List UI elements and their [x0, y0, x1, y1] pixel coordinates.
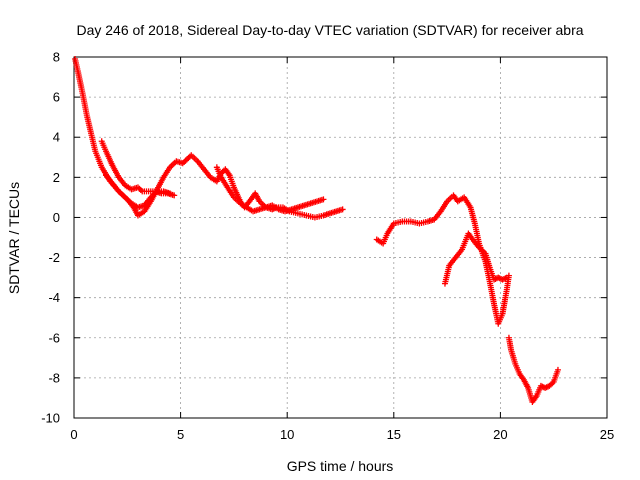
- y-tick-label: 2: [53, 170, 60, 185]
- y-tick-label: -10: [41, 411, 60, 426]
- y-tick-label: 6: [53, 90, 60, 105]
- x-tick-label: 20: [493, 427, 507, 442]
- chart-title: Day 246 of 2018, Sidereal Day-to-day VTE…: [76, 22, 583, 38]
- grid: [74, 57, 607, 418]
- series-track-6: [441, 230, 510, 287]
- x-tick-label: 15: [387, 427, 401, 442]
- series-track-7: [505, 334, 561, 405]
- x-tick-label: 0: [70, 427, 77, 442]
- y-tick-label: -8: [48, 370, 60, 385]
- y-tick-label: -4: [48, 290, 60, 305]
- data-point: [320, 196, 327, 203]
- series-track-1: [72, 56, 346, 221]
- data-point: [503, 274, 510, 281]
- y-axis-label: SDTVAR / TECUs: [6, 182, 22, 294]
- axis-ticks: 0 5 10 15 20 25 -10 -8 -6 -4 -2 0 2 4 6 8: [41, 50, 614, 443]
- series-track-3: [102, 172, 173, 211]
- x-axis-label: GPS time / hours: [287, 458, 394, 474]
- data-point: [166, 190, 173, 197]
- data-point: [496, 275, 503, 282]
- y-tick-label: 0: [53, 210, 60, 225]
- y-tick-label: 4: [53, 130, 60, 145]
- x-tick-label: 10: [280, 427, 294, 442]
- y-tick-label: -6: [48, 330, 60, 345]
- data-point: [339, 206, 346, 213]
- y-tick-label: -2: [48, 250, 60, 265]
- plot-frame: [73, 56, 608, 419]
- data-point: [554, 366, 561, 373]
- data-series: [72, 56, 561, 405]
- y-tick-label: 8: [53, 50, 60, 65]
- x-tick-label: 5: [177, 427, 184, 442]
- series-track-4: [213, 164, 327, 215]
- data-point: [171, 192, 178, 199]
- x-tick-label: 25: [600, 427, 614, 442]
- series-track-5: [373, 192, 512, 327]
